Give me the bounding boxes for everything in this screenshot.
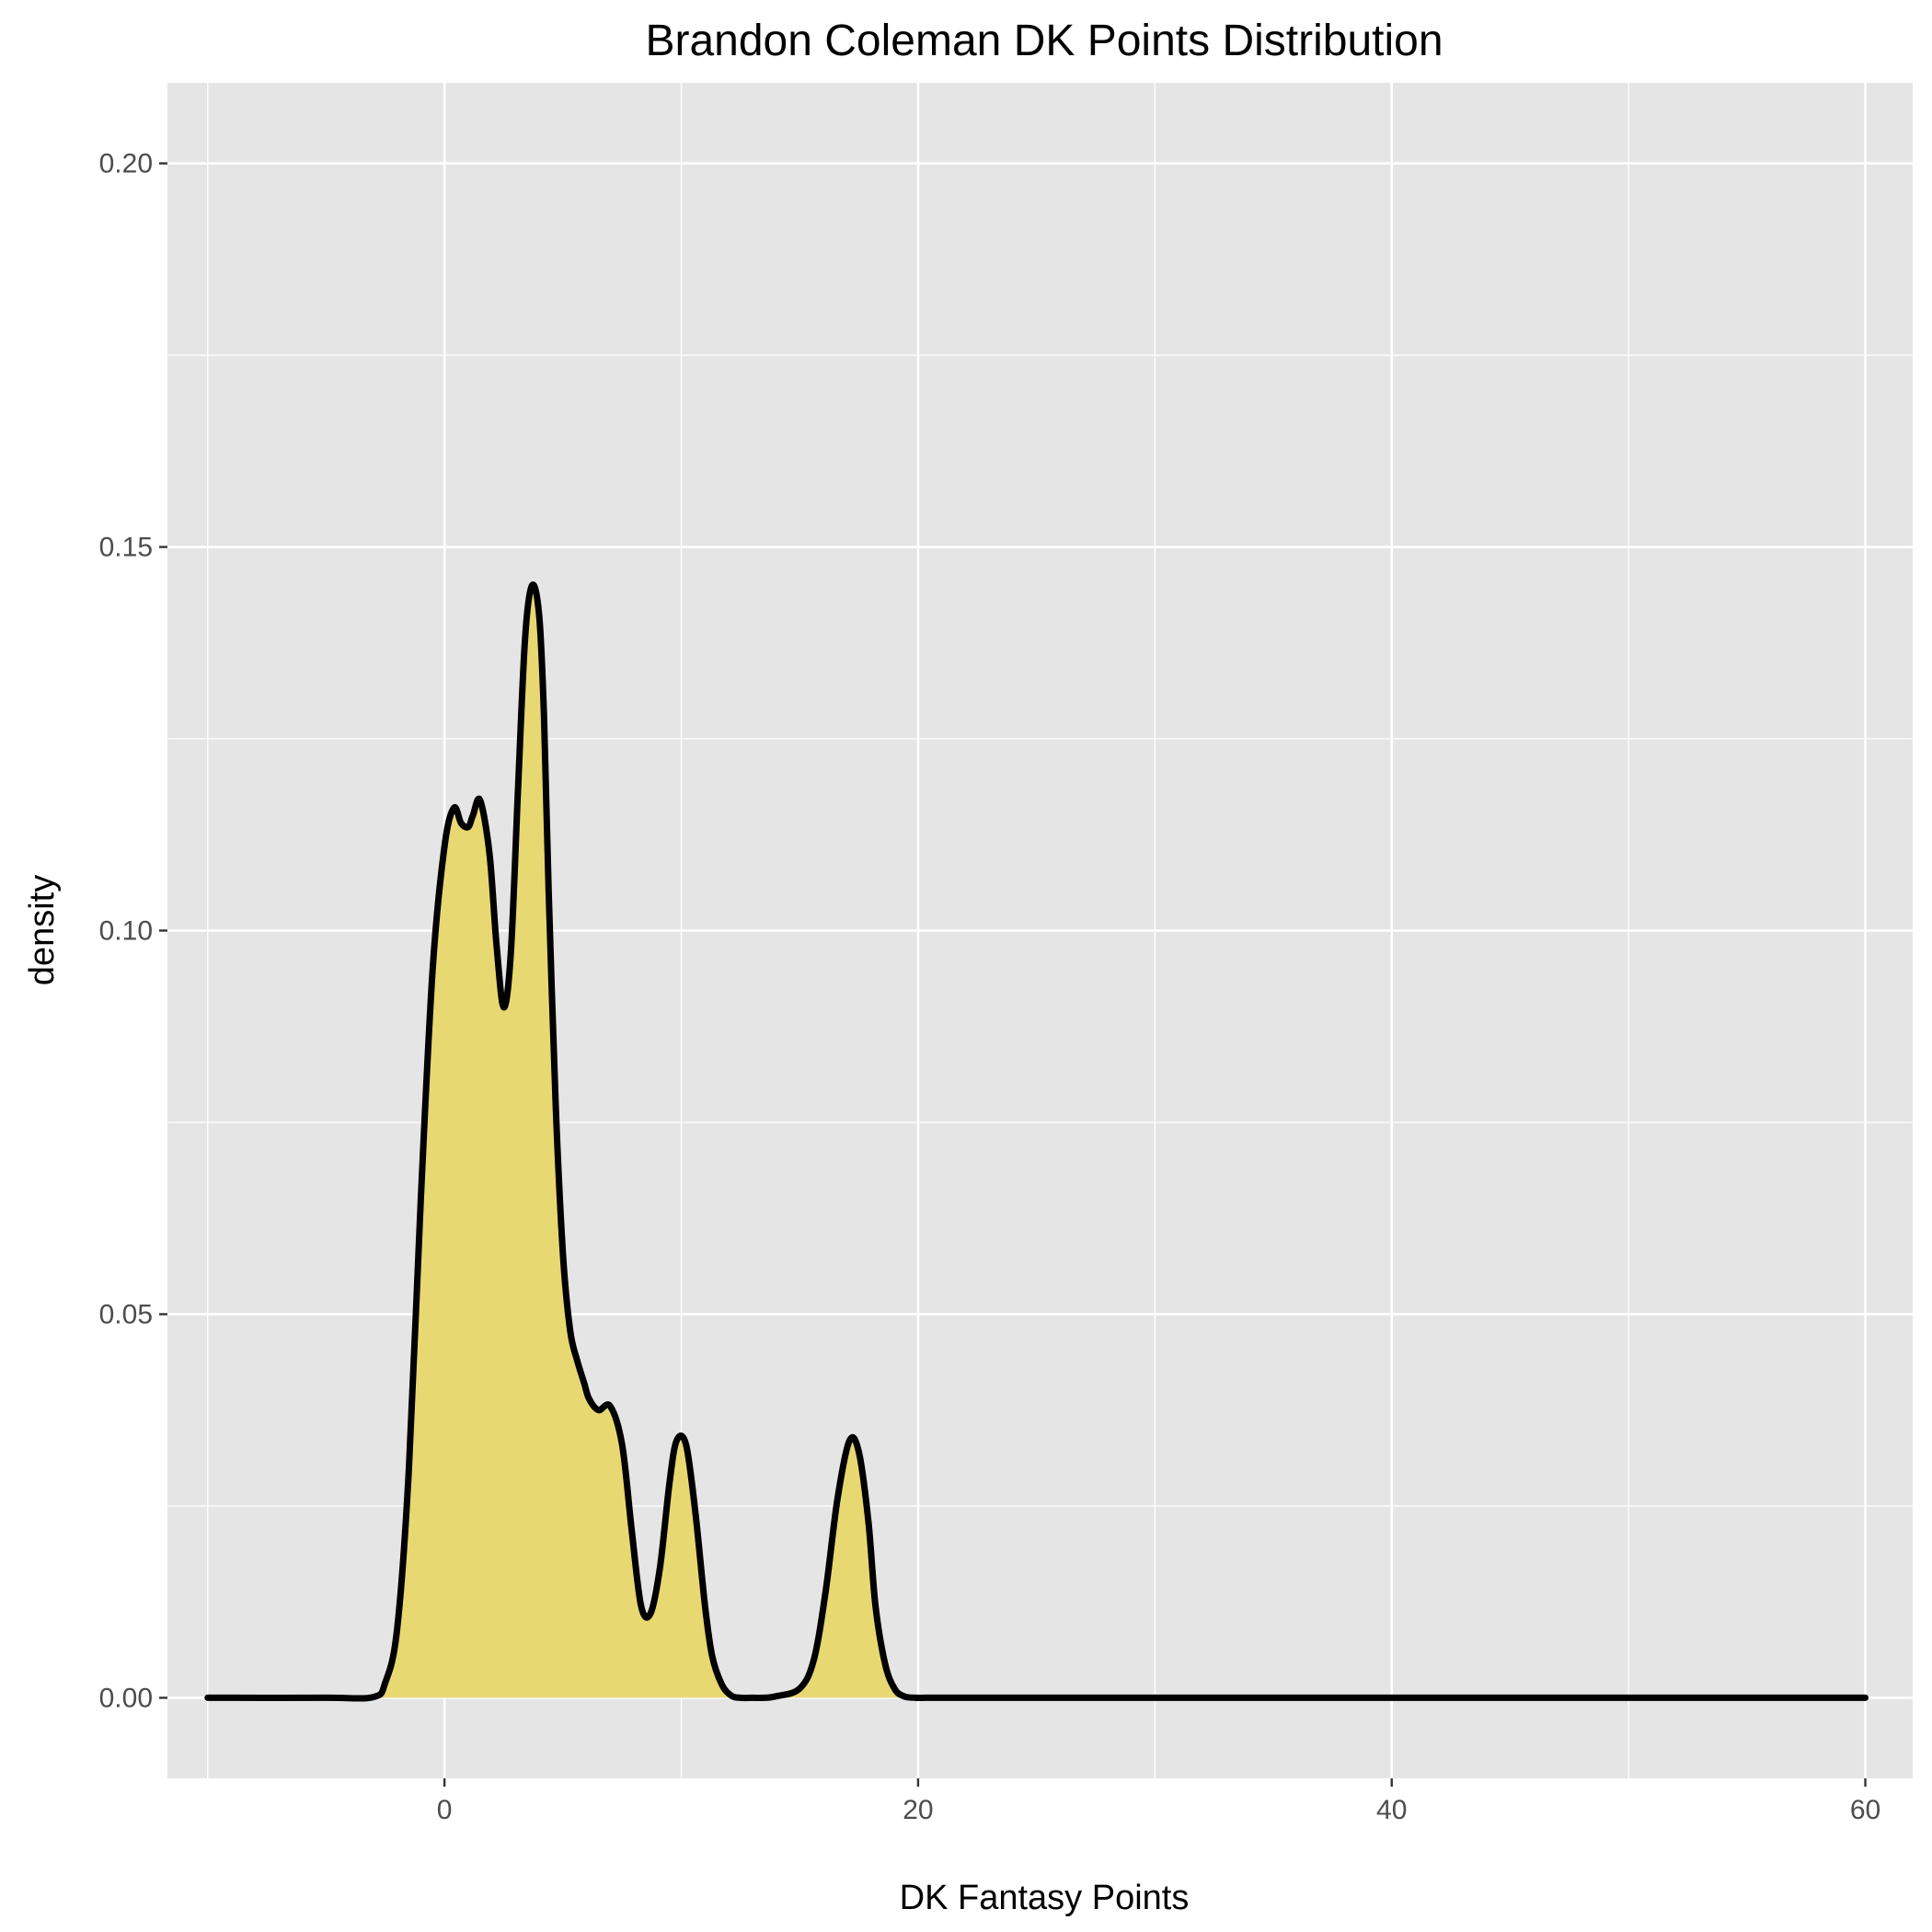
- x-tick-label: 0: [437, 1795, 453, 1825]
- chart-title: Brandon Coleman DK Points Distribution: [645, 17, 1443, 65]
- x-tick-label: 60: [1850, 1795, 1880, 1825]
- x-tick-label: 20: [903, 1795, 933, 1825]
- y-tick-label: 0.15: [99, 533, 153, 563]
- y-axis-title: density: [23, 875, 62, 985]
- y-tick-label: 0.00: [99, 1683, 153, 1713]
- y-tick-label: 0.05: [99, 1299, 153, 1329]
- x-axis: 0 20 40 60: [437, 1778, 1880, 1825]
- density-area: [207, 584, 1866, 1699]
- y-tick-label: 0.20: [99, 149, 153, 179]
- x-axis-title: DK Fantasy Points: [900, 1879, 1190, 1917]
- density-curve: [204, 581, 1869, 1702]
- x-tick-label: 40: [1376, 1795, 1407, 1825]
- y-tick-label: 0.10: [99, 916, 153, 947]
- y-axis: 0.00 0.05 0.10 0.15 0.20: [99, 149, 167, 1713]
